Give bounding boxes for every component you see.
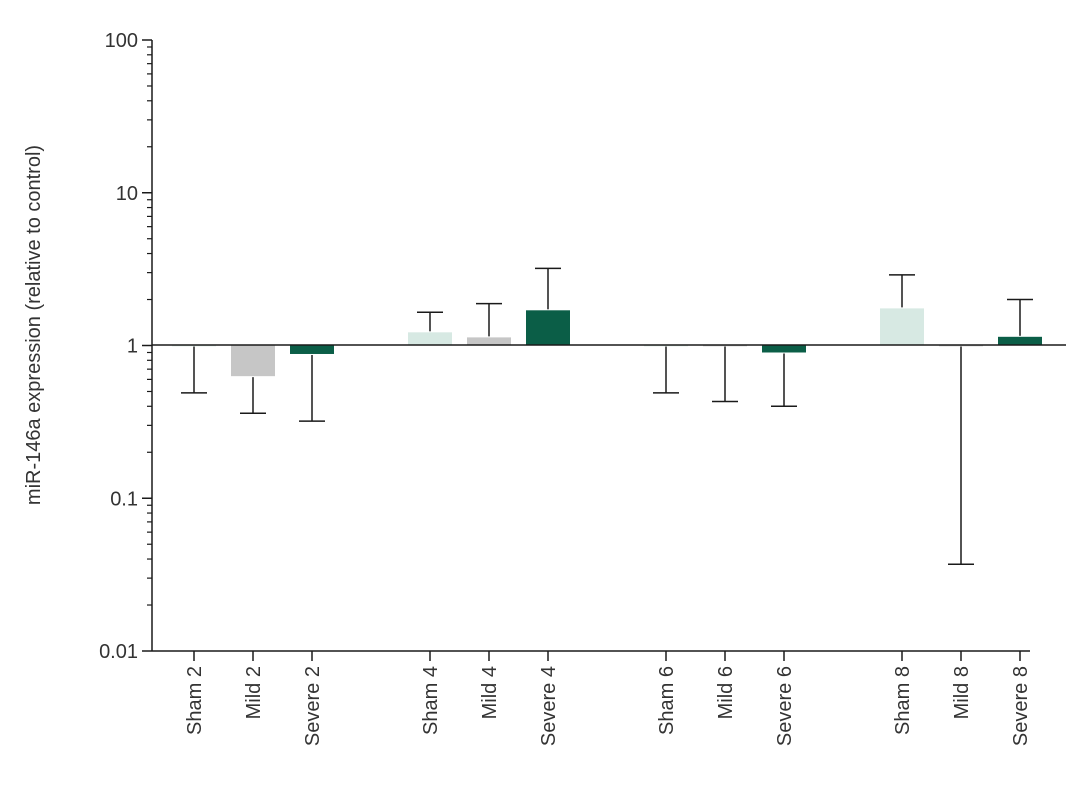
y-tick-label: 100 <box>105 30 138 52</box>
x-axis: Sham 2 Mild 2 Severe 2 Sham 4 Mild 4 Severe 4… <box>152 650 1032 746</box>
bar <box>290 345 334 354</box>
y-tick-label: 10 <box>116 183 138 205</box>
bar <box>703 345 747 347</box>
y-tick-label: 0.1 <box>110 488 138 510</box>
x-tick-label: Mild 2 <box>243 666 265 719</box>
x-tick-label: Severe 2 <box>302 666 324 746</box>
bar <box>172 345 216 347</box>
error-bars-layer <box>181 267 1033 565</box>
x-tick-label: Mild 6 <box>715 666 737 719</box>
y-tick-label: 0.01 <box>99 641 138 663</box>
y-axis: 0.01 0.1 1 10 100 <box>99 30 153 663</box>
x-tick-label: Severe 4 <box>538 666 560 746</box>
x-tick-label: Sham 6 <box>656 666 678 735</box>
x-tick-label: Mild 4 <box>479 666 501 719</box>
x-tick-label: Sham 8 <box>892 666 914 735</box>
x-tick-label: Mild 8 <box>951 666 973 719</box>
bar <box>408 332 452 346</box>
bars-layer <box>172 308 1042 377</box>
y-tick-label: 1 <box>127 336 138 358</box>
x-tick-label: Severe 8 <box>1010 666 1032 746</box>
bar <box>467 337 511 346</box>
bar <box>526 310 570 346</box>
bar <box>939 345 983 347</box>
bar <box>762 345 806 353</box>
y-axis-label: miR-146a expression (relative to control… <box>23 145 45 505</box>
x-tick-label: Sham 2 <box>184 666 206 735</box>
bar <box>880 308 924 346</box>
bar <box>231 345 275 377</box>
bar <box>998 336 1042 346</box>
x-tick-label: Severe 6 <box>774 666 796 746</box>
x-tick-label: Sham 4 <box>420 666 442 735</box>
bar <box>644 345 688 347</box>
